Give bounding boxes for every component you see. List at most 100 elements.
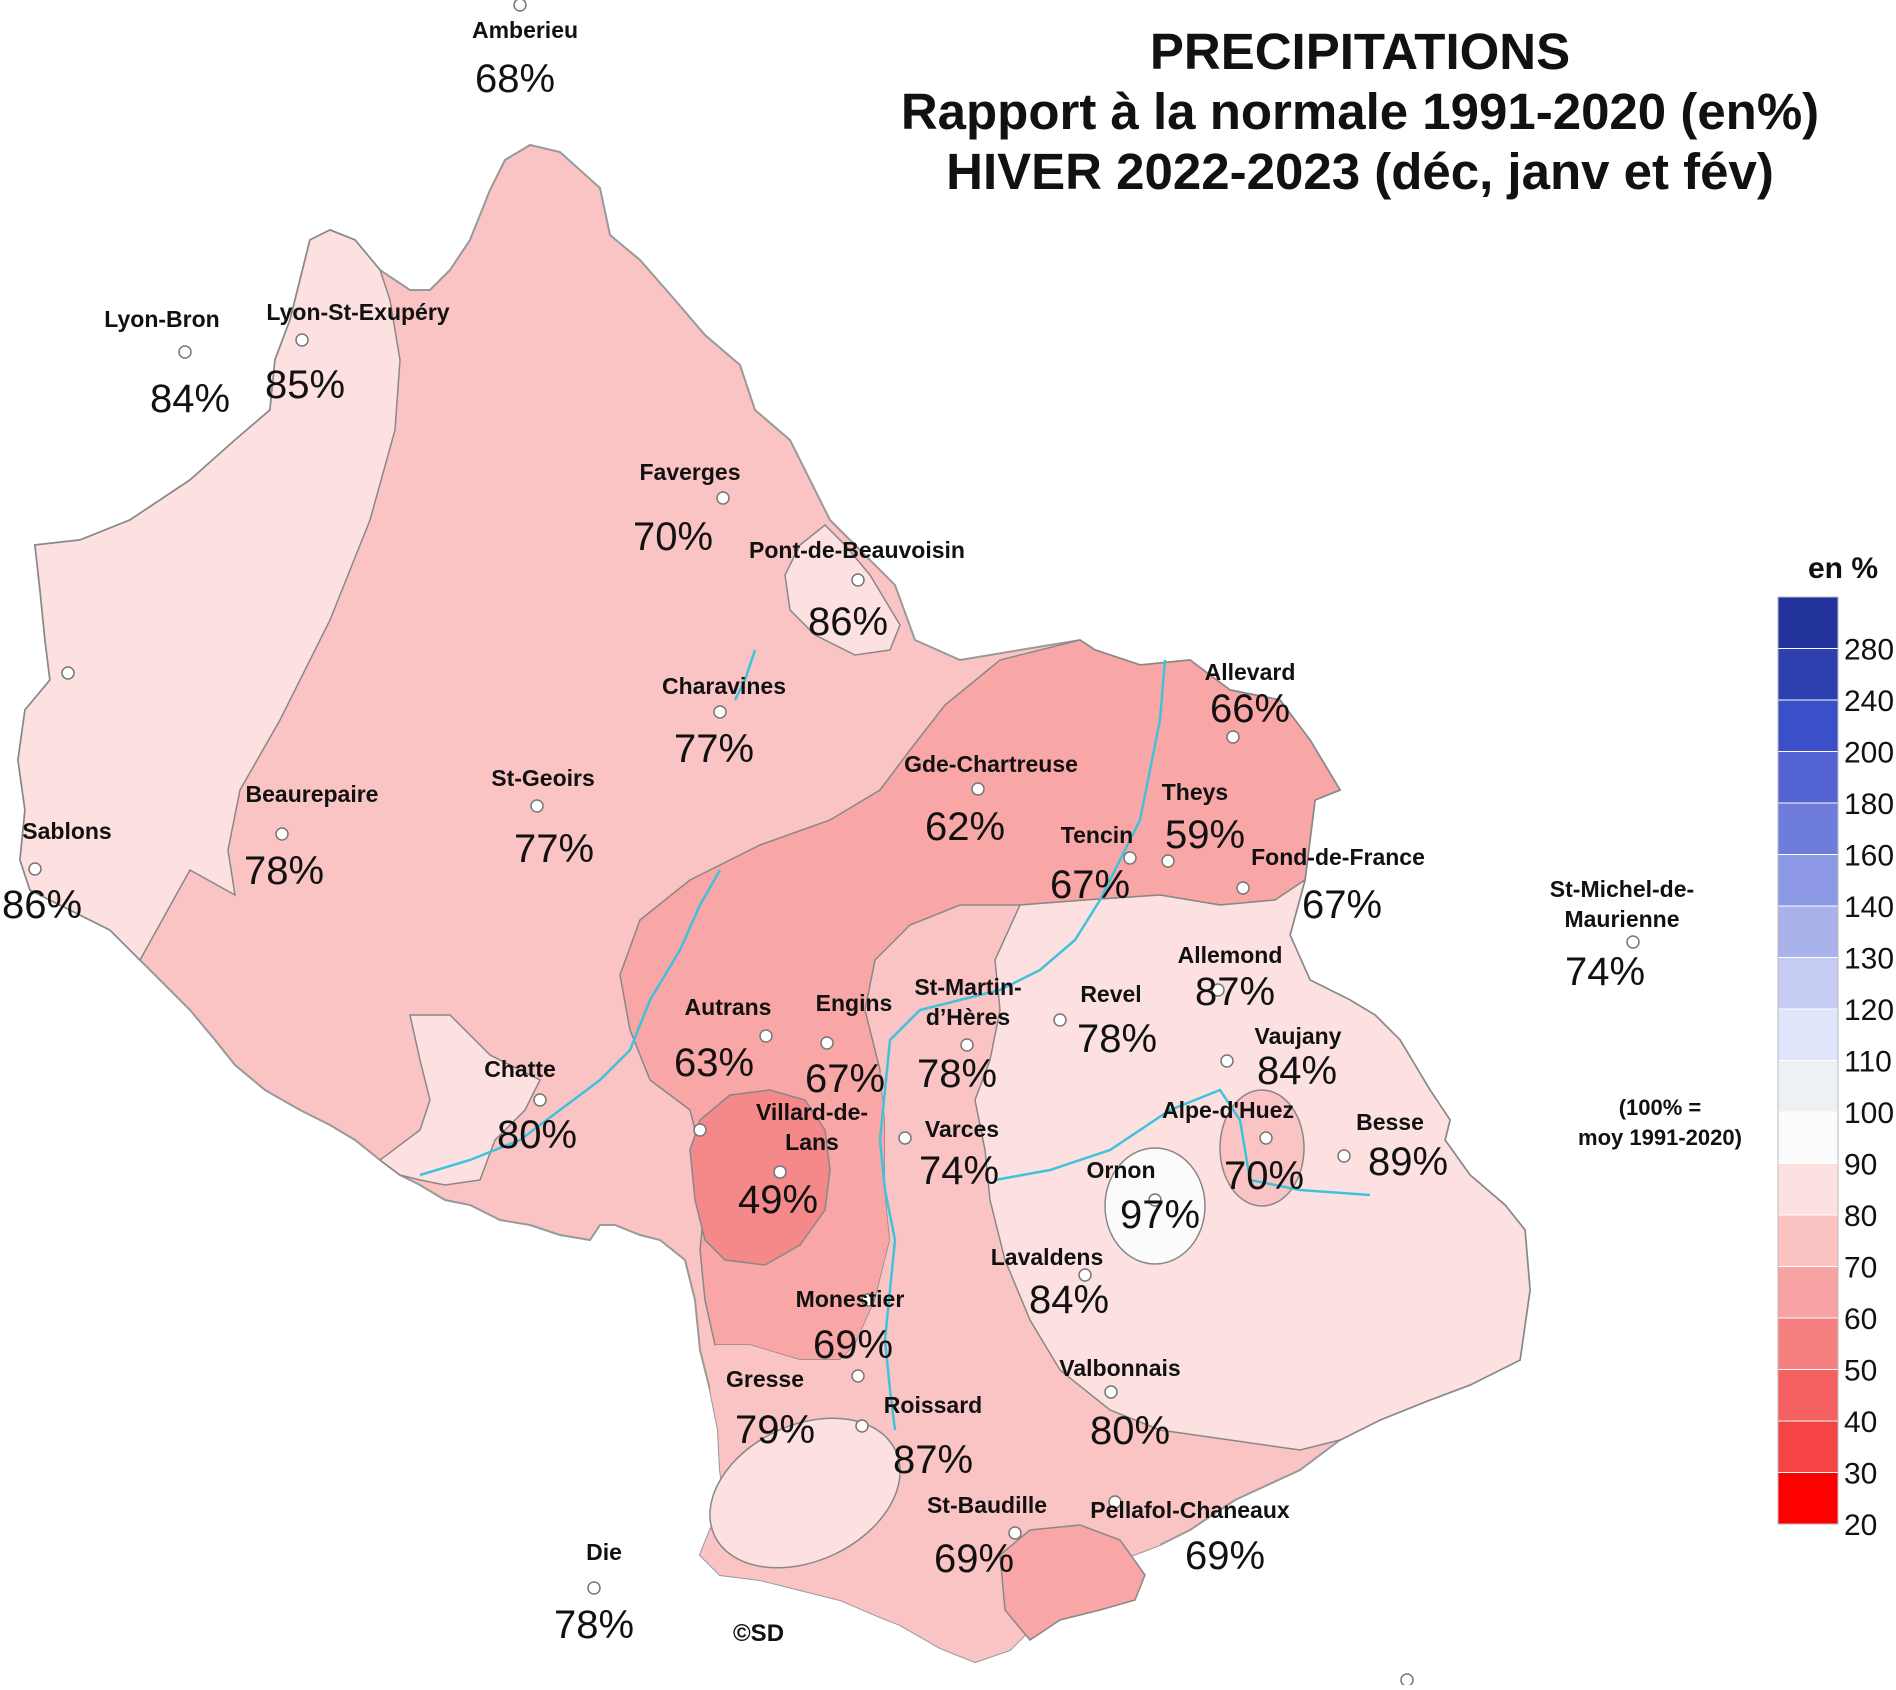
station-value: 66% <box>1210 687 1290 731</box>
station-value: 69% <box>934 1537 1014 1581</box>
legend-swatch <box>1777 1472 1839 1525</box>
legend-tick-label: 40 <box>1844 1406 1877 1439</box>
station-value: 89% <box>1368 1140 1448 1184</box>
station-name: Lyon-Bron <box>104 306 219 332</box>
station-name: Sablons <box>22 818 111 844</box>
station-value: 80% <box>1090 1409 1170 1453</box>
station-ornon: Ornon 97% <box>1087 1157 1201 1237</box>
station-dot <box>971 782 985 796</box>
station-value: 62% <box>925 805 1005 849</box>
station-charavines: Charavines 77% <box>662 673 786 771</box>
station-value: 74% <box>1565 950 1645 994</box>
band-villard-de-lans-40-50 <box>689 1089 831 1266</box>
station-engins: Engins 67% <box>805 990 892 1101</box>
band-chatte-80-90 <box>378 1014 542 1186</box>
station-value: 80% <box>497 1113 577 1157</box>
legend-tick-label: 120 <box>1844 994 1894 1027</box>
station-dot <box>1259 1131 1273 1145</box>
station-dot <box>533 1093 547 1107</box>
station-dot <box>716 491 730 505</box>
station-dot <box>1236 881 1250 895</box>
station-name: Villard-de-Lans <box>756 1099 868 1155</box>
station-dot <box>1078 1268 1092 1282</box>
station-value: 87% <box>893 1438 973 1482</box>
legend-swatch <box>1777 648 1839 701</box>
station-dot <box>1148 1193 1162 1207</box>
station-value: 49% <box>738 1178 818 1222</box>
legend-swatch <box>1777 1008 1839 1061</box>
band-st-baudille-60-70 <box>999 1524 1146 1641</box>
station-value: 74% <box>919 1149 999 1193</box>
station-dot <box>851 1369 865 1383</box>
station-name: Revel <box>1080 981 1141 1007</box>
station-dot <box>960 1038 974 1052</box>
legend-swatch <box>1777 854 1839 907</box>
station-dot <box>851 573 865 587</box>
station-sablons: Sablons 86% <box>2 818 112 927</box>
station-dot <box>28 862 42 876</box>
western-river <box>419 869 722 1177</box>
station-pellafol-chaneaux: Pellafol-Chaneaux 69% <box>1090 1495 1290 1578</box>
station-dot <box>1220 1054 1234 1068</box>
station-fond-de-france: Fond-de-France 67% <box>1236 844 1425 927</box>
legend-tick-label: 110 <box>1844 1046 1892 1079</box>
legend-tick-label: 200 <box>1844 737 1894 770</box>
station-name: Faverges <box>639 459 740 485</box>
station-name: Theys <box>1162 779 1228 805</box>
title-line-2: Rapport à la normale 1991-2020 (en%) <box>900 83 1820 140</box>
band-west-80-90 <box>17 229 401 962</box>
station-dot <box>759 1029 773 1043</box>
legend-tick-label: 130 <box>1844 943 1894 976</box>
station-value: 78% <box>917 1052 997 1096</box>
station-lavaldens: Lavaldens 84% <box>991 1244 1109 1322</box>
station-dot <box>61 666 75 680</box>
station-value: 78% <box>1077 1017 1157 1061</box>
legend-swatch <box>1777 596 1839 649</box>
station-name: Gde-Chartreuse <box>904 751 1078 777</box>
station-name: St-Michel-de-Maurienne <box>1550 876 1694 932</box>
station-st-geoirs: St-Geoirs 77% <box>491 765 595 871</box>
station-dot <box>693 1123 707 1137</box>
station-faverges: Faverges 70% <box>633 459 741 559</box>
station-value: 69% <box>813 1323 893 1367</box>
station-st-baudille: St-Baudille 69% <box>927 1492 1047 1581</box>
station-dot <box>1226 730 1240 744</box>
station-villard-de-lans: Villard-de-Lans 49% <box>738 1099 868 1222</box>
legend-swatch <box>1777 1214 1839 1267</box>
station-gresse: Gresse 79% <box>726 1366 865 1452</box>
station-name: Fond-de-France <box>1251 844 1425 870</box>
legend-color-scale: 280 240 200 180 160 140 130 120 110 100 90 80 70 60 50… <box>1777 596 1894 1542</box>
station-beaurepaire: Beaurepaire 78% <box>244 781 379 893</box>
station-tencin: Tencin 67% <box>1050 822 1137 907</box>
station-value: 68% <box>475 57 555 101</box>
legend-tick-label: 30 <box>1844 1458 1877 1491</box>
station-alpe-d-huez: Alpe-d'Huez 70% <box>1162 1097 1304 1198</box>
station-lyon-st-exup-ry: Lyon-St-Exupéry 85% <box>265 299 450 407</box>
station-dot <box>713 705 727 719</box>
station-name: Besse <box>1356 1109 1424 1135</box>
station-value: 67% <box>805 1057 885 1101</box>
legend-swatch <box>1777 957 1839 1010</box>
legend-swatch <box>1777 1163 1839 1216</box>
legend-tick-label: 240 <box>1844 685 1894 718</box>
legend-tick-label: 100 <box>1844 1097 1894 1130</box>
station-dot <box>1400 1673 1414 1687</box>
legend-swatch <box>1777 1420 1839 1473</box>
station-name: Autrans <box>685 994 772 1020</box>
station-name: Varces <box>925 1116 999 1142</box>
station-name: Gresse <box>726 1366 804 1392</box>
station-name: Alpe-d'Huez <box>1162 1097 1294 1123</box>
station-name: Engins <box>816 990 893 1016</box>
station-dot <box>1108 1495 1122 1509</box>
station-dot <box>1337 1149 1351 1163</box>
station-name: Roissard <box>884 1392 982 1418</box>
station-value: 86% <box>808 600 888 644</box>
station-value: 84% <box>1029 1278 1109 1322</box>
legend-note-line-2: moy 1991-2020) <box>1578 1125 1742 1150</box>
station-name: Allevard <box>1205 659 1296 685</box>
station-dot <box>820 1036 834 1050</box>
station-amberieu: Amberieu 68% <box>472 0 578 101</box>
